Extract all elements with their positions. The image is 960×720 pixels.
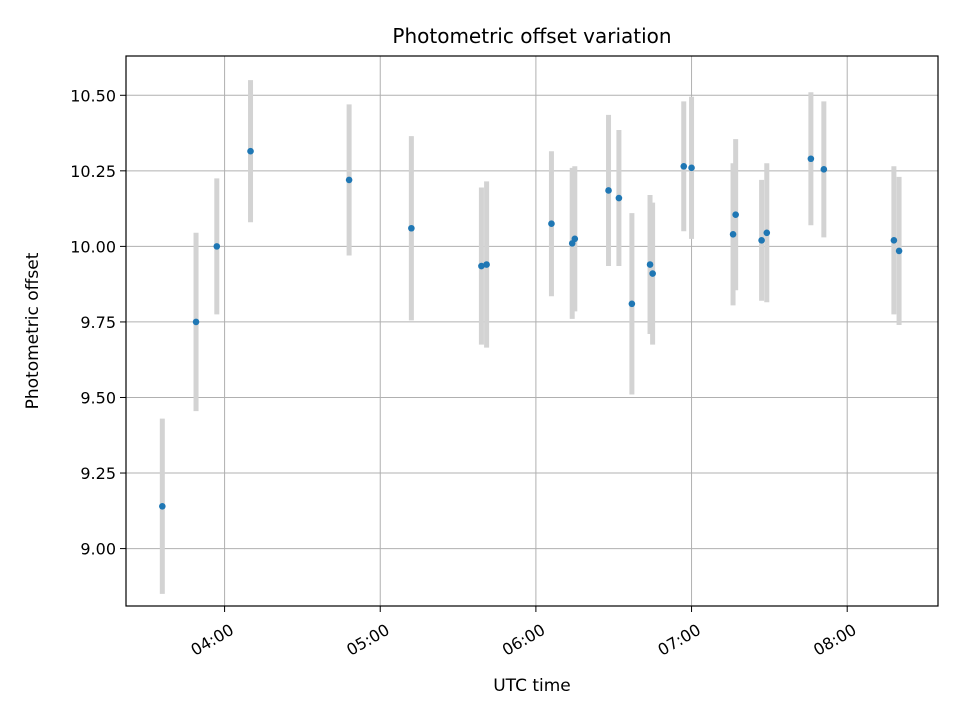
y-tick-label: 10.25 [70, 162, 116, 181]
x-tick-label: 07:00 [655, 620, 704, 660]
data-point [890, 237, 898, 244]
data-point [680, 163, 688, 170]
data-point [192, 318, 200, 326]
y-tick-label: 10.00 [70, 237, 116, 256]
grid [126, 56, 938, 606]
chart-title: Photometric offset variation [392, 24, 671, 48]
data-point [646, 261, 654, 268]
data-point [758, 237, 765, 244]
data-point [729, 230, 737, 238]
data-point [605, 187, 612, 194]
data-point [895, 247, 903, 255]
data-point [688, 164, 695, 172]
y-tick-label: 9.75 [80, 313, 116, 332]
x-axis-ticks: 04:00 05:00 06:00 07:00 08:00 [188, 606, 860, 660]
data-point [732, 211, 739, 218]
data-points [159, 147, 903, 510]
data-point [213, 243, 221, 250]
data-point [615, 194, 623, 202]
data-point [345, 176, 353, 184]
data-point [408, 224, 415, 232]
data-point [159, 502, 166, 510]
y-tick-label: 9.00 [80, 540, 116, 559]
plot-area [126, 56, 938, 606]
data-point [548, 220, 555, 228]
y-tick-label: 9.50 [80, 388, 116, 407]
x-axis-label: UTC time [493, 676, 571, 696]
data-point [628, 300, 636, 308]
y-axis-label: Photometric offset [23, 252, 43, 409]
data-point [820, 166, 828, 173]
data-point [247, 147, 254, 155]
data-point [571, 235, 579, 243]
y-tick-label: 9.25 [80, 464, 116, 483]
x-tick-label: 08:00 [810, 620, 859, 660]
data-point [763, 229, 771, 237]
x-tick-label: 06:00 [499, 620, 548, 660]
data-point [649, 270, 656, 277]
plot-frame [125, 55, 939, 607]
x-tick-label: 05:00 [343, 620, 392, 660]
data-point [807, 155, 815, 163]
x-tick-label: 04:00 [188, 620, 237, 660]
y-axis-ticks: 9.00 9.25 9.50 9.75 10.00 10.25 10.50 [70, 86, 126, 559]
data-point [483, 261, 490, 268]
data-point [478, 262, 485, 270]
y-tick-label: 10.50 [70, 86, 116, 105]
